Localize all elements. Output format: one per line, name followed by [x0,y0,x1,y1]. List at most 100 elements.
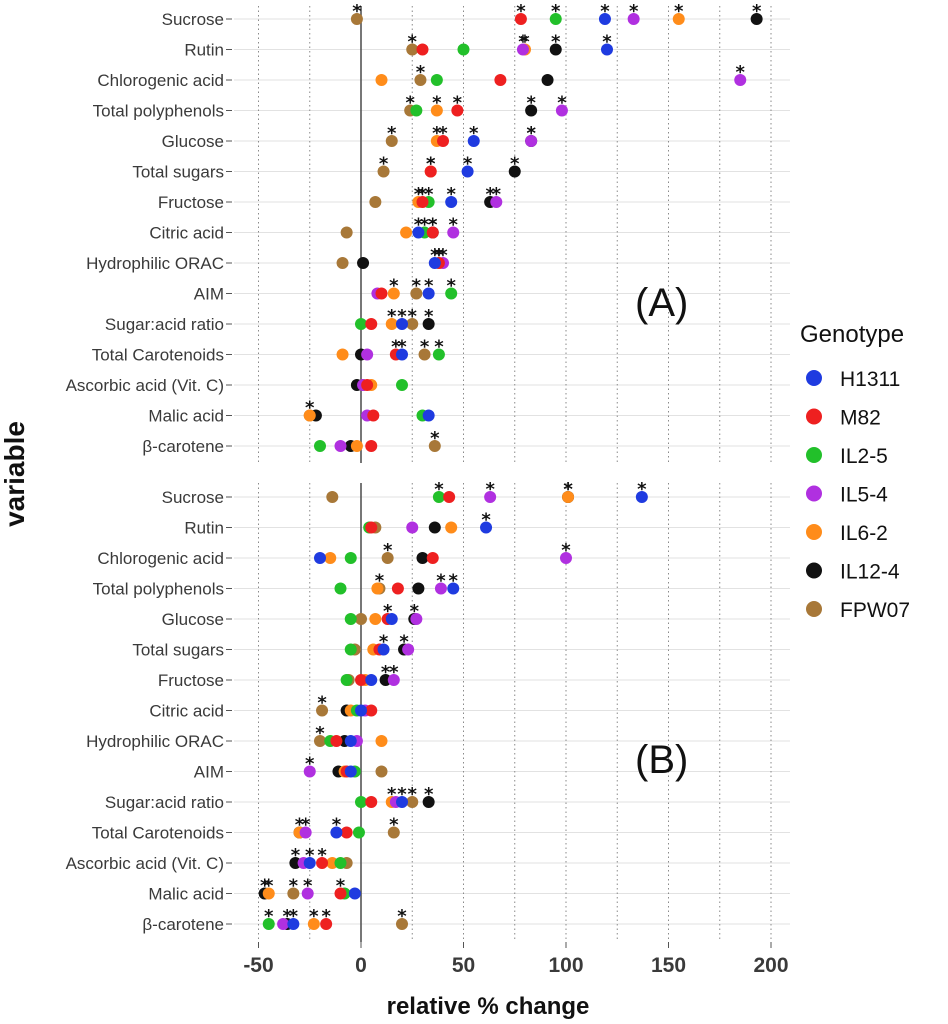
point-il5-4 [434,582,447,595]
significance-star: * [426,154,436,175]
y-tick-label: Total Carotenoids [92,346,224,365]
significance-star: * [469,123,479,144]
point-h1311 [480,521,493,534]
legend-key-m82 [806,408,822,425]
point-h1311 [385,613,398,625]
point-m82 [365,318,378,330]
significance-star: * [305,754,315,775]
significance-star: * [414,184,424,205]
significance-star: * [305,845,315,866]
point-fpw07 [377,165,390,178]
significance-star: * [389,276,399,297]
point-il5-4 [301,887,314,900]
significance-star: * [463,154,473,175]
point-il5-4 [525,135,538,147]
y-tick-label: Sugar:acid ratio [105,315,224,334]
point-il2-5 [314,440,326,452]
y-tick-label: Hydrophilic ORAC [86,732,224,751]
significance-star: * [387,306,397,327]
significance-star: * [557,93,567,114]
point-il2-5 [432,491,445,503]
point-il2-5 [344,613,357,625]
legend-key-h1311 [806,370,822,386]
point-il6-2 [445,521,458,534]
panel-label-b: (B) [635,738,688,782]
point-m82 [494,74,507,86]
significance-star: * [526,93,536,114]
point-il5-4 [299,826,312,839]
point-il2-5 [355,318,367,330]
point-h1311 [377,643,390,656]
point-h1311 [355,704,367,717]
significance-star: * [399,632,409,653]
significance-star: * [434,479,444,500]
significance-star: * [428,215,438,236]
significance-star: * [397,306,407,327]
significance-star: * [518,32,528,53]
point-il2-5 [344,552,357,564]
point-fpw07 [316,704,329,717]
significance-star: * [332,815,342,836]
significance-star: * [416,62,426,83]
point-h1311 [598,13,611,25]
y-tick-label: Malic acid [148,885,224,904]
point-il2-5 [344,643,357,656]
significance-star: * [305,398,315,419]
point-m82 [355,674,367,686]
y-tick-label: Total polyphenols [93,102,224,121]
point-il6-2 [375,735,388,747]
significance-star: * [629,1,639,22]
significance-star: * [375,571,385,592]
significance-star: * [551,1,561,22]
point-m82 [416,196,429,208]
significance-star: * [424,184,434,205]
point-h1311 [396,796,408,808]
significance-star: * [561,540,571,561]
point-m82 [426,552,439,564]
point-h1311 [412,226,425,239]
point-il12-4 [422,796,435,808]
y-tick-label: Total sugars [132,163,224,182]
point-h1311 [445,196,458,208]
significance-star: * [408,306,418,327]
y-tick-label: Glucose [162,132,224,151]
significance-star: * [492,184,502,205]
significance-star: * [510,154,520,175]
point-fpw07 [406,796,419,808]
point-h1311 [314,552,326,564]
significance-star: * [426,154,436,175]
significance-star: * [485,184,495,205]
point-il5-4 [410,613,423,625]
significance-star: * [397,784,407,805]
significance-star: * [289,906,299,927]
significance-star: * [551,32,561,53]
point-il5-4 [560,552,572,564]
point-h1311 [348,887,361,900]
point-il6-2 [369,613,382,625]
legend-label: H1311 [840,368,900,391]
point-h1311 [344,765,357,778]
point-il5-4 [490,196,503,208]
point-il5-4 [516,43,529,56]
significance-star: * [600,1,610,22]
point-m82 [365,796,378,808]
point-il2-5 [334,582,347,595]
point-m82 [316,857,329,869]
legend-label: IL12-4 [840,561,900,584]
significance-star: * [563,479,573,500]
x-tick-label: 150 [651,954,686,977]
significance-star: * [315,723,325,744]
significance-star: * [446,276,456,297]
y-tick-label: Chlorogenic acid [97,71,224,90]
point-il12-4 [416,552,429,564]
point-fpw07 [336,257,349,269]
point-il2-5 [457,43,470,56]
point-fpw07 [350,13,363,25]
y-tick-label: Rutin [184,519,224,538]
point-m82 [416,43,429,56]
point-m82 [330,735,343,747]
point-h1311 [287,918,300,930]
y-tick-label: Citric acid [149,224,224,243]
point-fpw07 [314,735,326,747]
